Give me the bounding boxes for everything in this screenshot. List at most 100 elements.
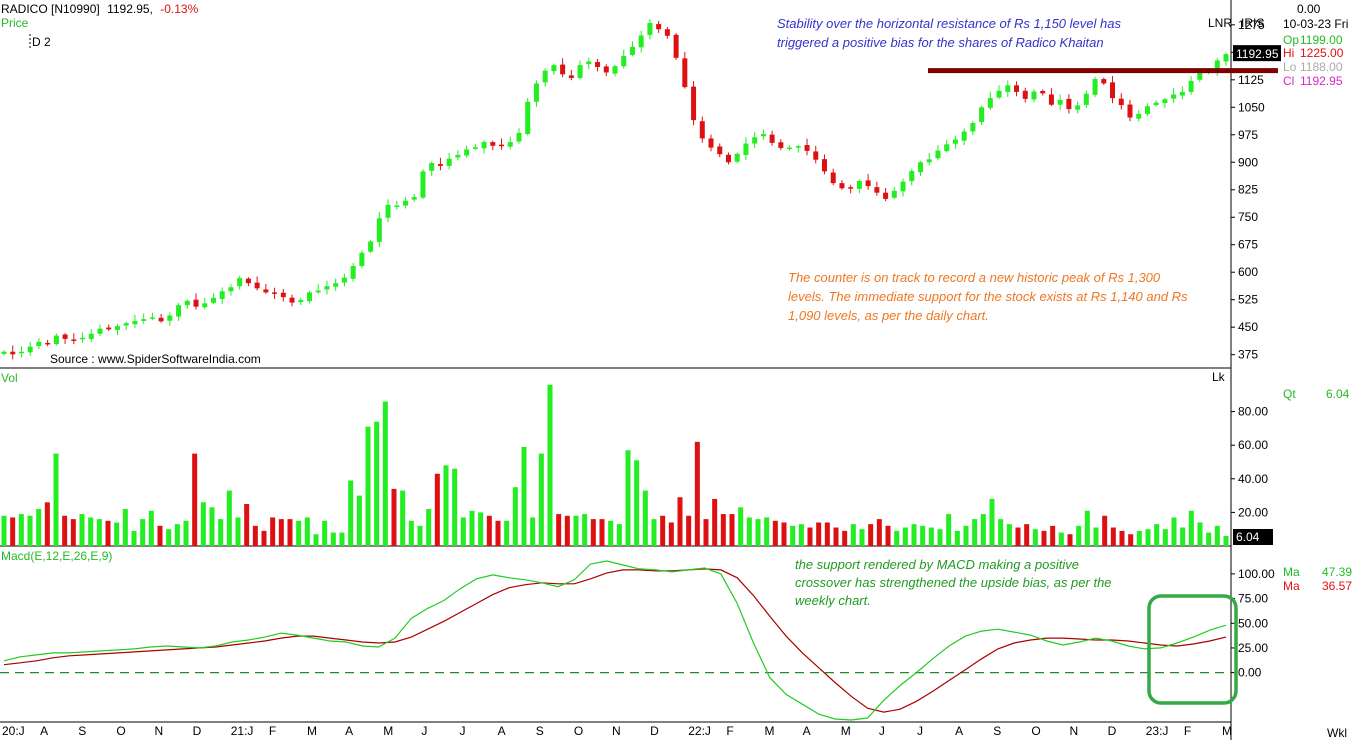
symbol-label: RADICO [N10990] 1192.95, -0.13% bbox=[1, 2, 199, 16]
x-tick-label: S bbox=[993, 724, 1001, 738]
volume-bar bbox=[920, 525, 926, 546]
candle-body bbox=[577, 65, 583, 78]
candle-body bbox=[245, 278, 251, 284]
price-tick-label: 1050 bbox=[1238, 100, 1265, 114]
candle-body bbox=[682, 58, 688, 88]
volume-bar bbox=[573, 515, 579, 546]
volume-bar bbox=[1076, 525, 1082, 546]
candle-body bbox=[952, 139, 958, 144]
candle-body bbox=[935, 150, 941, 159]
candle-body bbox=[708, 138, 714, 148]
candle-body bbox=[1101, 79, 1107, 84]
volume-bar bbox=[261, 530, 267, 546]
peak-annotation-line-3: 1,090 levels, as per the daily chart. bbox=[788, 308, 989, 323]
macd-tick-label: 75.00 bbox=[1238, 592, 1268, 606]
candle-body bbox=[778, 142, 784, 148]
volume-bar bbox=[746, 517, 752, 546]
volume-bar bbox=[807, 527, 813, 546]
candle-body bbox=[1223, 54, 1229, 62]
volume-bar bbox=[859, 529, 865, 546]
volume-bar bbox=[209, 507, 215, 546]
x-tick-label: 22:J bbox=[688, 724, 711, 738]
x-tick-label: J bbox=[917, 724, 923, 738]
candle-body bbox=[787, 147, 793, 150]
volume-bar bbox=[417, 525, 423, 546]
volume-bar bbox=[469, 510, 475, 546]
volume-bar bbox=[278, 519, 284, 546]
candle-body bbox=[542, 70, 548, 83]
volume-bar bbox=[391, 488, 397, 546]
candle-body bbox=[717, 146, 723, 155]
candle-body bbox=[691, 86, 697, 121]
price-tick-label: 525 bbox=[1238, 293, 1258, 307]
volume-bar bbox=[1067, 534, 1073, 546]
candle-body bbox=[1171, 94, 1177, 99]
volume-bar bbox=[434, 473, 440, 546]
resistance-annotation-line-1: Stability over the horizontal resistance… bbox=[777, 16, 1121, 31]
price-tick-label: 1125 bbox=[1238, 73, 1264, 87]
iris-label: IRIS bbox=[1241, 16, 1264, 30]
candle-body bbox=[228, 287, 234, 292]
volume-bar bbox=[408, 520, 414, 546]
volume-bar bbox=[348, 480, 354, 546]
candle-body bbox=[1022, 90, 1028, 99]
macd-y-ticks: 0.00 25.00 50.00 75.00 100.00 bbox=[1231, 567, 1275, 680]
price-tick-label: 375 bbox=[1238, 348, 1258, 362]
volume-bar bbox=[625, 450, 631, 546]
volume-bar bbox=[1162, 529, 1168, 546]
volume-bar bbox=[131, 530, 137, 546]
candle-body bbox=[568, 75, 574, 78]
candle-body bbox=[1214, 60, 1220, 71]
volume-bar bbox=[1084, 510, 1090, 546]
x-tick-label: F bbox=[269, 724, 276, 738]
x-tick-label: M bbox=[841, 724, 851, 738]
volume-bar bbox=[512, 487, 518, 546]
candle-body bbox=[1083, 93, 1089, 105]
volume-bar bbox=[772, 520, 778, 546]
volume-bar bbox=[1145, 529, 1151, 546]
volume-bar bbox=[902, 527, 908, 546]
volume-tick-label: 40.00 bbox=[1238, 472, 1268, 486]
volume-bar bbox=[1136, 530, 1142, 546]
volume-bar bbox=[1128, 534, 1134, 546]
volume-bar bbox=[18, 514, 24, 546]
volume-bar bbox=[1024, 524, 1030, 546]
volume-bar bbox=[868, 524, 874, 546]
volume-bar bbox=[1110, 527, 1116, 546]
volume-bar bbox=[339, 532, 345, 546]
volume-bar bbox=[755, 519, 761, 546]
volume-bar bbox=[79, 514, 85, 546]
volume-bar bbox=[668, 522, 674, 546]
volume-bar bbox=[911, 524, 917, 546]
volume-bar bbox=[400, 490, 406, 546]
volume-bar bbox=[460, 517, 466, 546]
period-label: D 2 bbox=[32, 35, 51, 49]
volume-bar bbox=[1, 515, 7, 546]
candle-body bbox=[158, 317, 164, 322]
macd-tick-label: 100.00 bbox=[1238, 567, 1275, 581]
x-tick-label: J bbox=[879, 724, 885, 738]
candle-body bbox=[394, 205, 400, 208]
lnr-label: LNR bbox=[1208, 16, 1232, 30]
macd-signal-line bbox=[3, 568, 1227, 713]
candle-body bbox=[464, 149, 470, 156]
x-tick-label: M bbox=[307, 724, 317, 738]
x-tick-label: D bbox=[1108, 724, 1117, 738]
x-tick-label: A bbox=[955, 724, 963, 738]
volume-tick-label: 20.00 bbox=[1238, 505, 1268, 519]
price-tick-label: 750 bbox=[1238, 210, 1258, 224]
candle-body bbox=[795, 146, 801, 148]
candle-body bbox=[516, 132, 522, 142]
candle-body bbox=[760, 134, 766, 137]
candle-body bbox=[114, 326, 120, 330]
x-tick-label: D bbox=[193, 724, 202, 738]
candle-body bbox=[612, 66, 618, 74]
candle-body bbox=[656, 24, 662, 30]
candle-body bbox=[429, 162, 435, 171]
volume-bar bbox=[1180, 527, 1186, 546]
candle-body bbox=[804, 145, 810, 151]
volume-bar bbox=[382, 401, 388, 546]
price-panel-label: Price bbox=[1, 16, 29, 30]
volume-bar bbox=[1214, 525, 1220, 546]
candle-body bbox=[280, 292, 286, 298]
